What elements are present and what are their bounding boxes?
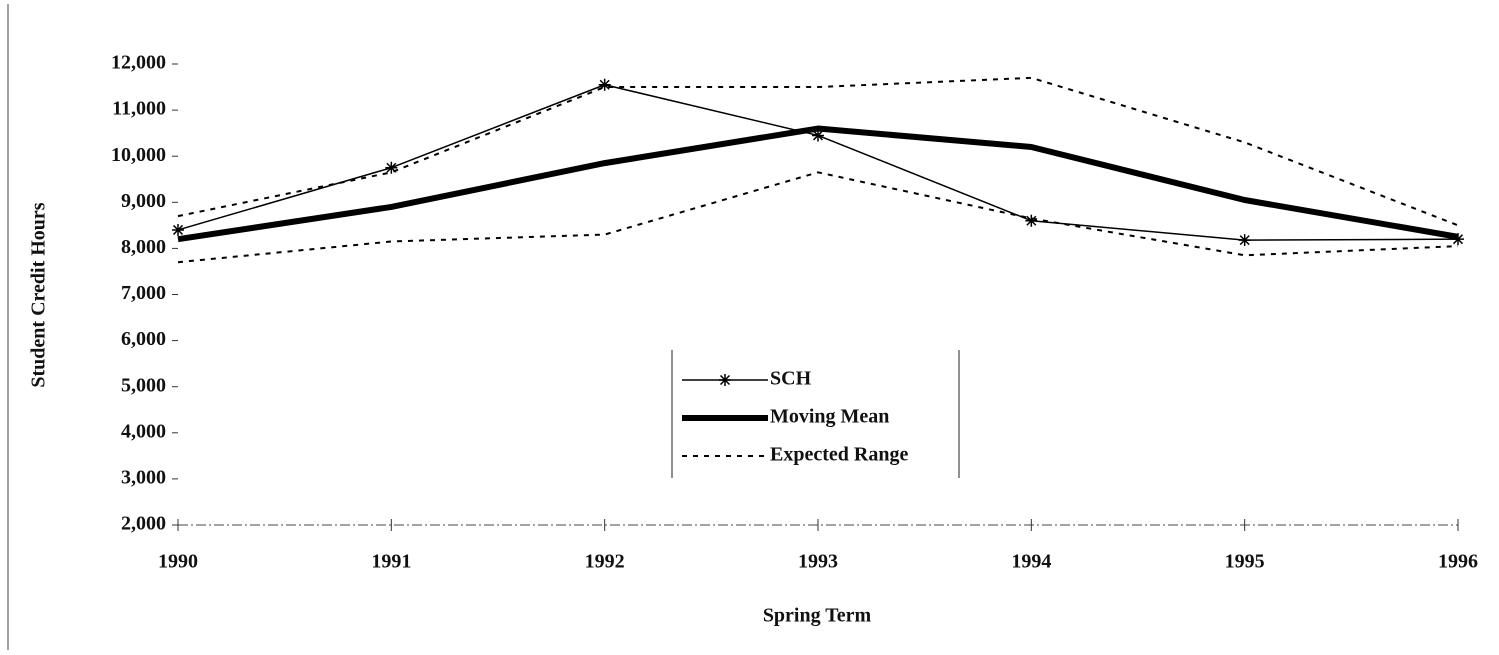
x-tick-label: 1996 bbox=[1438, 551, 1478, 573]
y-tick-label: 2,000 bbox=[121, 513, 166, 535]
legend-label: Moving Mean bbox=[770, 406, 889, 428]
legend-label: Expected Range bbox=[770, 444, 908, 466]
series-line bbox=[177, 76, 1459, 227]
y-tick-label: 9,000 bbox=[121, 190, 166, 212]
y-tick-label: 6,000 bbox=[121, 328, 166, 350]
data-point bbox=[812, 129, 824, 142]
y-tick-label: 5,000 bbox=[121, 374, 166, 396]
x-tick-label: 1994 bbox=[1011, 551, 1051, 573]
y-tick-label: 8,000 bbox=[121, 236, 166, 258]
x-axis-label: Spring Term bbox=[763, 605, 872, 627]
y-tick-label: 3,000 bbox=[121, 466, 166, 488]
series-line bbox=[177, 125, 1459, 243]
x-tick-label: 1990 bbox=[158, 551, 198, 573]
x-tick-label: 1993 bbox=[798, 551, 838, 573]
legend-marker bbox=[719, 374, 731, 386]
series-line bbox=[177, 171, 1459, 264]
x-tick-label: 1995 bbox=[1225, 551, 1265, 573]
data-point bbox=[598, 78, 611, 91]
y-tick-label: 11,000 bbox=[112, 98, 166, 120]
x-tick-label: 1991 bbox=[371, 551, 411, 573]
y-tick-label: 12,000 bbox=[111, 52, 166, 74]
data-point bbox=[1025, 214, 1038, 227]
data-point bbox=[385, 161, 398, 174]
data-point bbox=[1452, 233, 1464, 246]
y-tick-label: 10,000 bbox=[111, 144, 166, 166]
y-tick-label: 7,000 bbox=[121, 282, 166, 304]
y-tick-label: 4,000 bbox=[121, 420, 166, 442]
series-line bbox=[177, 83, 1459, 241]
y-axis-label: Student Credit Hours bbox=[28, 202, 50, 387]
legend-label: SCH bbox=[770, 368, 812, 390]
data-point bbox=[172, 223, 184, 236]
data-point bbox=[1238, 234, 1251, 247]
x-tick-label: 1992 bbox=[585, 551, 625, 573]
